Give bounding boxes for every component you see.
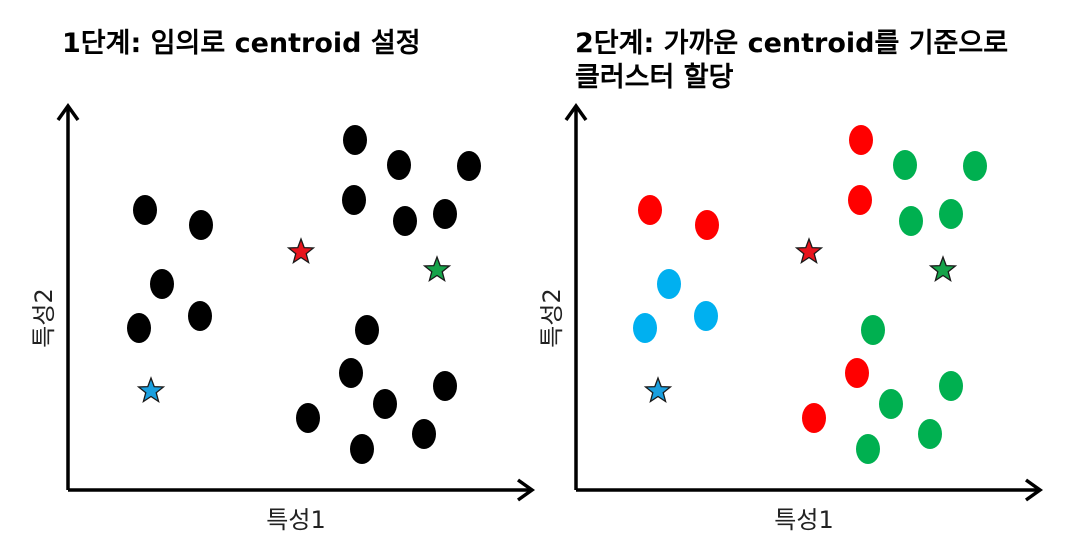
data-point xyxy=(387,150,411,180)
data-point-green xyxy=(939,371,963,401)
data-point-red xyxy=(845,358,869,388)
data-point xyxy=(188,301,212,331)
panel2-centroid-blue-star-icon xyxy=(643,376,673,403)
panel2-centroid-red-star-icon xyxy=(794,237,824,264)
data-point-green xyxy=(861,315,885,345)
data-point xyxy=(373,389,397,419)
data-point-blue xyxy=(633,313,657,343)
data-point-red xyxy=(695,210,719,240)
data-point-green xyxy=(893,150,917,180)
panel2-xlabel: 특성1 xyxy=(774,506,833,534)
data-point-green xyxy=(939,199,963,229)
data-point-blue xyxy=(694,301,718,331)
panel1-centroid-blue-star-icon xyxy=(136,376,166,403)
data-point xyxy=(393,206,417,236)
panel2-points xyxy=(633,125,987,464)
panel2-centroid-green-star-icon xyxy=(928,255,958,282)
data-point xyxy=(189,210,213,240)
data-point-green xyxy=(856,434,880,464)
data-point xyxy=(343,125,367,155)
centroid-markers xyxy=(136,237,958,403)
panel1-xlabel: 특성1 xyxy=(266,506,325,534)
data-point xyxy=(433,371,457,401)
data-point xyxy=(433,199,457,229)
panel2-ylabel: 특성2 xyxy=(538,288,566,347)
panel1-axes xyxy=(56,102,536,502)
data-point xyxy=(350,434,374,464)
data-point-green xyxy=(918,419,942,449)
data-point xyxy=(127,313,151,343)
data-point xyxy=(457,151,481,181)
data-point xyxy=(133,195,157,225)
panel2-axes xyxy=(564,102,1044,502)
data-point-green xyxy=(899,206,923,236)
data-point-red xyxy=(848,185,872,215)
data-point xyxy=(342,185,366,215)
data-point xyxy=(339,358,363,388)
step2-title: 2단계: 가까운 centroid를 기준으로 클러스터 할당 xyxy=(575,28,1009,93)
data-point xyxy=(296,403,320,433)
panel1-ylabel: 특성2 xyxy=(30,288,58,347)
data-point-green xyxy=(879,389,903,419)
data-point-blue xyxy=(657,269,681,299)
data-point xyxy=(150,269,174,299)
data-point xyxy=(412,419,436,449)
panel1-centroid-red-star-icon xyxy=(286,237,316,264)
panel1-points xyxy=(127,125,481,464)
data-point-red xyxy=(802,403,826,433)
data-point-red xyxy=(638,195,662,225)
panel1-centroid-green-star-icon xyxy=(422,255,452,282)
data-point-green xyxy=(963,151,987,181)
data-point-red xyxy=(849,125,873,155)
step1-title: 1단계: 임의로 centroid 설정 xyxy=(62,28,421,59)
data-point xyxy=(355,315,379,345)
